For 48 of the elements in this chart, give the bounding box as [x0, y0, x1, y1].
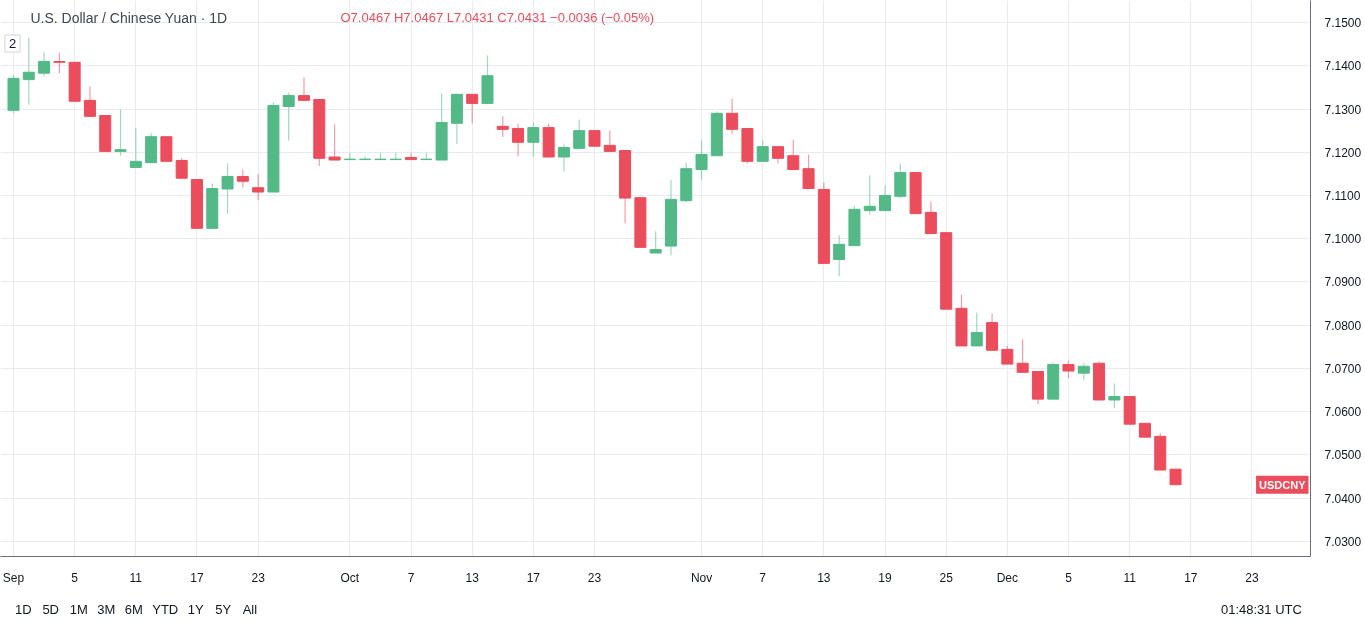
- text: 1D: [14, 602, 32, 617]
- x-tick-label: 25: [939, 570, 954, 585]
- text: 5D: [42, 602, 59, 617]
- x-tick-label: 13: [465, 570, 480, 585]
- y-tick-label: 7.1300: [1324, 102, 1362, 117]
- y-tick-label: 7.0400: [1324, 491, 1362, 506]
- x-tick-label: 11: [129, 570, 143, 585]
- x-tick-label: 5: [1065, 570, 1073, 585]
- candlestick: [405, 152, 418, 161]
- text: 1Y: [187, 602, 204, 617]
- text: 6M: [124, 602, 143, 617]
- text: YTD: [152, 602, 179, 617]
- x-tick-label: Oct: [340, 570, 360, 585]
- text: 3M: [97, 602, 116, 617]
- y-tick-label: 7.1200: [1324, 145, 1362, 160]
- x-tick-label: Nov: [690, 570, 713, 585]
- text: 01:48:31 UTC: [1220, 602, 1302, 617]
- annotation: USDCNY: [1259, 478, 1307, 491]
- y-tick-label: 7.0700: [1324, 361, 1362, 376]
- x-tick-label: 19: [878, 570, 893, 585]
- x-tick-label: 17: [190, 570, 204, 585]
- x-tick-label: 17: [526, 570, 541, 585]
- x-tick-label: Sep: [2, 570, 25, 585]
- text: U.S. Dollar / Chinese Yuan · 1D: [30, 9, 228, 26]
- text: O7.0467 H7.0467 L7.0431 C7.0431 −0.0036 (−0.05%): [340, 10, 655, 25]
- y-tick-label: 7.1000: [1324, 232, 1362, 247]
- text: All: [242, 602, 258, 617]
- text: 5Y: [215, 602, 232, 617]
- y-tick-label: 7.1100: [1324, 188, 1361, 203]
- y-tick-label: 7.1500: [1324, 16, 1362, 31]
- x-tick-label: 13: [817, 570, 831, 585]
- x-tick-label: 23: [587, 570, 602, 585]
- x-tick-label: 5: [71, 570, 79, 585]
- y-tick-label: 7.0300: [1324, 534, 1362, 549]
- x-tick-label: Dec: [996, 570, 1019, 585]
- text: 1M: [69, 602, 88, 617]
- y-tick-label: 7.0900: [1324, 275, 1362, 290]
- y-tick-label: 7.1400: [1324, 59, 1362, 74]
- x-tick-label: 23: [251, 570, 266, 585]
- x-tick-label: 23: [1245, 570, 1259, 585]
- y-tick-label: 7.0600: [1324, 405, 1362, 420]
- x-tick-label: 11: [1123, 570, 1137, 585]
- annotation: 2: [8, 36, 17, 51]
- y-tick-label: 7.0500: [1324, 448, 1362, 463]
- x-tick-label: 7: [407, 570, 415, 585]
- y-tick-label: 7.0800: [1324, 318, 1362, 333]
- x-tick-label: 7: [759, 570, 767, 585]
- x-tick-label: 17: [1184, 570, 1198, 585]
